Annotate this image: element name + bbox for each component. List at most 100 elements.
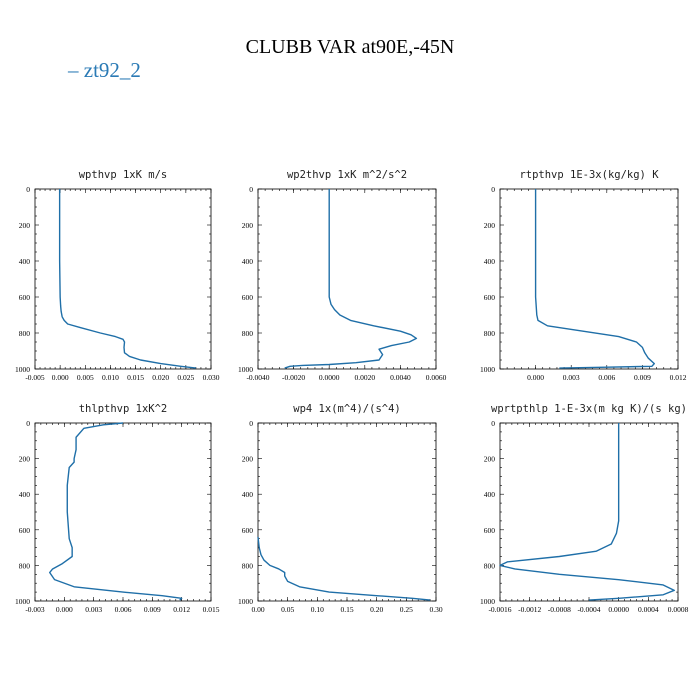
x-tick-label: 0.006 [598, 373, 615, 382]
y-tick-label: 600 [484, 526, 496, 535]
y-tick-label: 1000 [15, 365, 30, 374]
x-tick-label: 0.000 [527, 373, 544, 382]
y-tick-label: 0 [249, 185, 253, 194]
series-line [499, 423, 675, 601]
y-tick-label: 800 [19, 329, 31, 338]
y-tick-label: 200 [19, 221, 31, 230]
panel-title: wp4 1x(m^4)/(s^4) [293, 403, 400, 415]
series-line [48, 422, 183, 601]
x-tick-label: 0.0000 [319, 373, 340, 382]
series-line [284, 189, 418, 369]
legend-entry: – zt92_2 [68, 58, 141, 82]
x-tick-label: 0.009 [634, 373, 651, 382]
x-tick-label: 0.0008 [668, 605, 689, 614]
x-tick-label: -0.0012 [518, 605, 541, 614]
chart-panel-6: wprtpthlp 1-E-3x(m kg K)/(s kg) 0 200 400 60… [480, 403, 689, 614]
x-tick-label: 0.30 [429, 605, 442, 614]
y-tick-label: 800 [484, 329, 496, 338]
y-tick-label: 200 [242, 221, 254, 230]
x-tick-label: 0.003 [85, 605, 102, 614]
x-tick-label: 0.030 [203, 373, 220, 382]
x-tick-label: 0.025 [177, 373, 194, 382]
x-tick-label: 0.015 [203, 605, 220, 614]
plot-frame [499, 188, 679, 370]
plot-frame [34, 422, 212, 602]
y-tick-label: 600 [19, 293, 31, 302]
y-tick-label: 600 [19, 526, 31, 535]
y-tick-label: 600 [242, 526, 254, 535]
panel-title: rtpthvp 1E-3x(kg/kg) K [519, 169, 659, 181]
y-tick-label: 0 [249, 419, 253, 428]
x-tick-label: -0.0020 [282, 373, 305, 382]
y-tick-label: 0 [26, 419, 30, 428]
y-tick-label: 0 [26, 185, 30, 194]
y-tick-label: 400 [242, 257, 254, 266]
panel-title: wprtpthlp 1-E-3x(m kg K)/(s kg) [491, 403, 687, 415]
x-tick-label: 0.009 [144, 605, 161, 614]
x-tick-label: -0.0008 [548, 605, 571, 614]
x-tick-label: 0.010 [102, 373, 119, 382]
y-tick-label: 400 [19, 257, 31, 266]
y-tick-label: 1000 [480, 365, 495, 374]
y-tick-label: 400 [19, 490, 31, 499]
y-tick-label: 200 [242, 455, 254, 464]
x-tick-label: 0.012 [670, 373, 687, 382]
x-tick-label: 0.000 [56, 605, 73, 614]
x-tick-label: -0.003 [25, 605, 45, 614]
x-tick-label: 0.000 [52, 373, 69, 382]
x-tick-label: 0.0020 [354, 373, 375, 382]
x-tick-label: -0.0040 [246, 373, 269, 382]
chart-panel-2: wp2thvp 1xK m^2/s^202004006008001000-0.0… [238, 169, 447, 382]
x-tick-label: 0.25 [400, 605, 413, 614]
y-tick-label: 1000 [238, 365, 253, 374]
panel-title: wpthvp 1xK m/s [79, 169, 168, 181]
chart-panel-1: wpthvp 1xK m/s 0 200 400 600 800 1000-0.005 0.0… [15, 169, 220, 382]
x-tick-label: -0.005 [25, 373, 45, 382]
y-tick-label: 600 [242, 293, 254, 302]
chart-panel-4: thlpthvp 1xK^2 0 200 400 600 800 1000-0.003 0.0… [15, 403, 220, 614]
y-tick-label: 0 [491, 419, 495, 428]
y-tick-label: 1000 [15, 597, 30, 606]
series-line [534, 189, 655, 369]
y-tick-label: 800 [242, 561, 254, 570]
y-tick-label: 400 [484, 257, 496, 266]
x-tick-label: 0.00 [251, 605, 264, 614]
x-tick-label: 0.0000 [608, 605, 629, 614]
y-tick-label: 400 [484, 490, 496, 499]
y-tick-label: 200 [19, 455, 31, 464]
x-tick-label: 0.003 [563, 373, 580, 382]
x-tick-label: 0.05 [281, 605, 294, 614]
x-tick-label: 0.0004 [638, 605, 659, 614]
y-tick-label: 800 [19, 561, 31, 570]
x-tick-label: 0.0060 [426, 373, 447, 382]
y-tick-label: 400 [242, 490, 254, 499]
x-tick-label: -0.0016 [488, 605, 511, 614]
y-tick-label: 800 [484, 561, 496, 570]
panel-title: thlpthvp 1xK^2 [79, 403, 168, 415]
y-tick-label: 0 [491, 185, 495, 194]
x-tick-label: 0.020 [152, 373, 169, 382]
plot-frame [499, 422, 679, 602]
y-tick-label: 600 [484, 293, 496, 302]
chart-panel-3: rtpthvp 1E-3x(kg/kg) K 0 200 400 600 800 1000 0… [480, 169, 687, 382]
x-tick-label: 0.0040 [390, 373, 411, 382]
x-tick-label: -0.0004 [577, 605, 600, 614]
page-title: CLUBB VAR at90E,-45N [245, 36, 455, 58]
x-tick-label: 0.006 [115, 605, 132, 614]
y-tick-label: 200 [484, 221, 496, 230]
panel-title: wp2thvp 1xK m^2/s^2 [287, 169, 407, 181]
y-tick-label: 1000 [480, 597, 495, 606]
x-tick-label: 0.15 [340, 605, 353, 614]
series-line [257, 536, 431, 601]
x-tick-label: 0.20 [370, 605, 383, 614]
y-tick-label: 800 [242, 329, 254, 338]
y-tick-label: 200 [484, 455, 496, 464]
x-tick-label: 0.012 [173, 605, 190, 614]
plot-frame [34, 188, 212, 370]
x-tick-label: 0.10 [311, 605, 324, 614]
x-tick-label: 0.015 [127, 373, 144, 382]
x-tick-label: 0.005 [77, 373, 94, 382]
series-line [58, 189, 196, 369]
